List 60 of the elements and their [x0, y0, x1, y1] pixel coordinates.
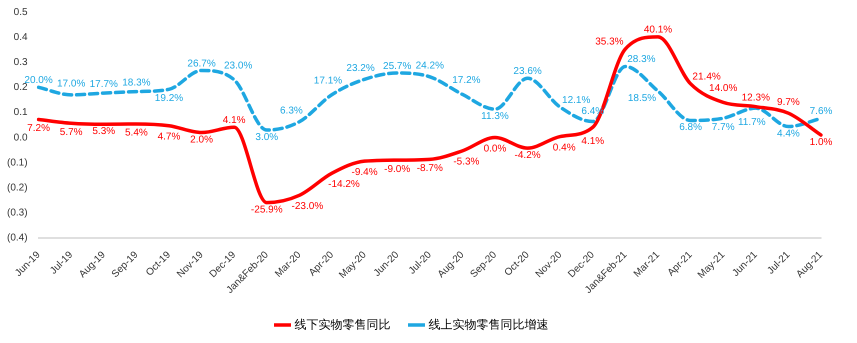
data-label: 18.3% [122, 77, 151, 88]
data-label: 12.3% [742, 92, 770, 104]
y-tick-label: (0.4) [7, 232, 28, 244]
data-label: 9.7% [777, 96, 800, 108]
data-label: 28.3% [627, 54, 656, 66]
data-label: -14.2% [328, 178, 360, 190]
data-label: 6.3% [280, 105, 303, 116]
data-label: 18.5% [628, 92, 656, 104]
data-label: 4.7% [158, 132, 180, 142]
data-label: 0.4% [552, 142, 576, 154]
data-label: 23.6% [513, 66, 542, 78]
data-label: -9.4% [352, 166, 378, 178]
data-label: 40.1% [644, 24, 672, 36]
data-label: 6.8% [679, 122, 702, 134]
data-label: 14.0% [709, 83, 738, 94]
data-label: 19.2% [154, 93, 184, 104]
data-label: 26.7% [187, 58, 216, 70]
y-tick-label: 0.3 [14, 56, 28, 68]
data-label: 17.1% [314, 75, 342, 86]
y-tick-label: 0.1 [14, 107, 28, 118]
data-label: 7.2% [27, 123, 50, 134]
y-tick-label: 0.4 [14, 32, 28, 43]
y-tick-label: 0.2 [14, 82, 28, 94]
legend-label: 线下实物零售同比 [294, 317, 390, 332]
data-label: 25.7% [383, 60, 412, 72]
data-label: 35.3% [595, 36, 624, 48]
data-label: -8.7% [416, 163, 443, 174]
data-label: 5.7% [60, 126, 83, 138]
data-label: 7.7% [712, 122, 735, 133]
data-label: 1.0% [810, 136, 833, 148]
y-tick-label: (0.1) [7, 157, 28, 168]
data-label: 5.3% [92, 126, 116, 137]
y-tick-label: (0.3) [7, 208, 28, 219]
data-label: -9.0% [384, 164, 410, 175]
y-tick-label: 0.5 [14, 6, 28, 18]
data-label: 3.0% [255, 132, 278, 143]
data-label: 4.4% [777, 128, 800, 140]
data-label: 23.2% [346, 63, 375, 74]
data-label: 12.1% [562, 94, 590, 106]
data-label: 17.0% [56, 78, 86, 90]
data-label: -4.2% [514, 150, 541, 161]
data-label: 17.7% [90, 78, 118, 90]
data-label: -25.9% [250, 204, 283, 216]
data-label: 11.3% [481, 110, 509, 122]
data-label: 7.6% [810, 106, 833, 118]
data-label: 0.0% [484, 143, 506, 154]
data-label: 5.4% [124, 128, 148, 139]
data-label: 2.0% [190, 134, 214, 146]
data-label: 17.2% [452, 75, 481, 86]
data-label: -23.0% [292, 201, 324, 212]
data-label: 23.0% [224, 60, 252, 72]
legend-label: 线上实物零售同比增速 [428, 317, 548, 332]
y-tick-label: 0.0 [14, 132, 28, 144]
data-label: -5.3% [453, 156, 480, 168]
data-label: 21.4% [692, 72, 721, 83]
data-label: 4.1% [581, 136, 604, 148]
data-label: 4.1% [222, 115, 246, 126]
y-tick-label: (0.2) [7, 182, 28, 194]
data-label: 24.2% [416, 60, 444, 72]
data-label: 11.7% [738, 116, 766, 128]
